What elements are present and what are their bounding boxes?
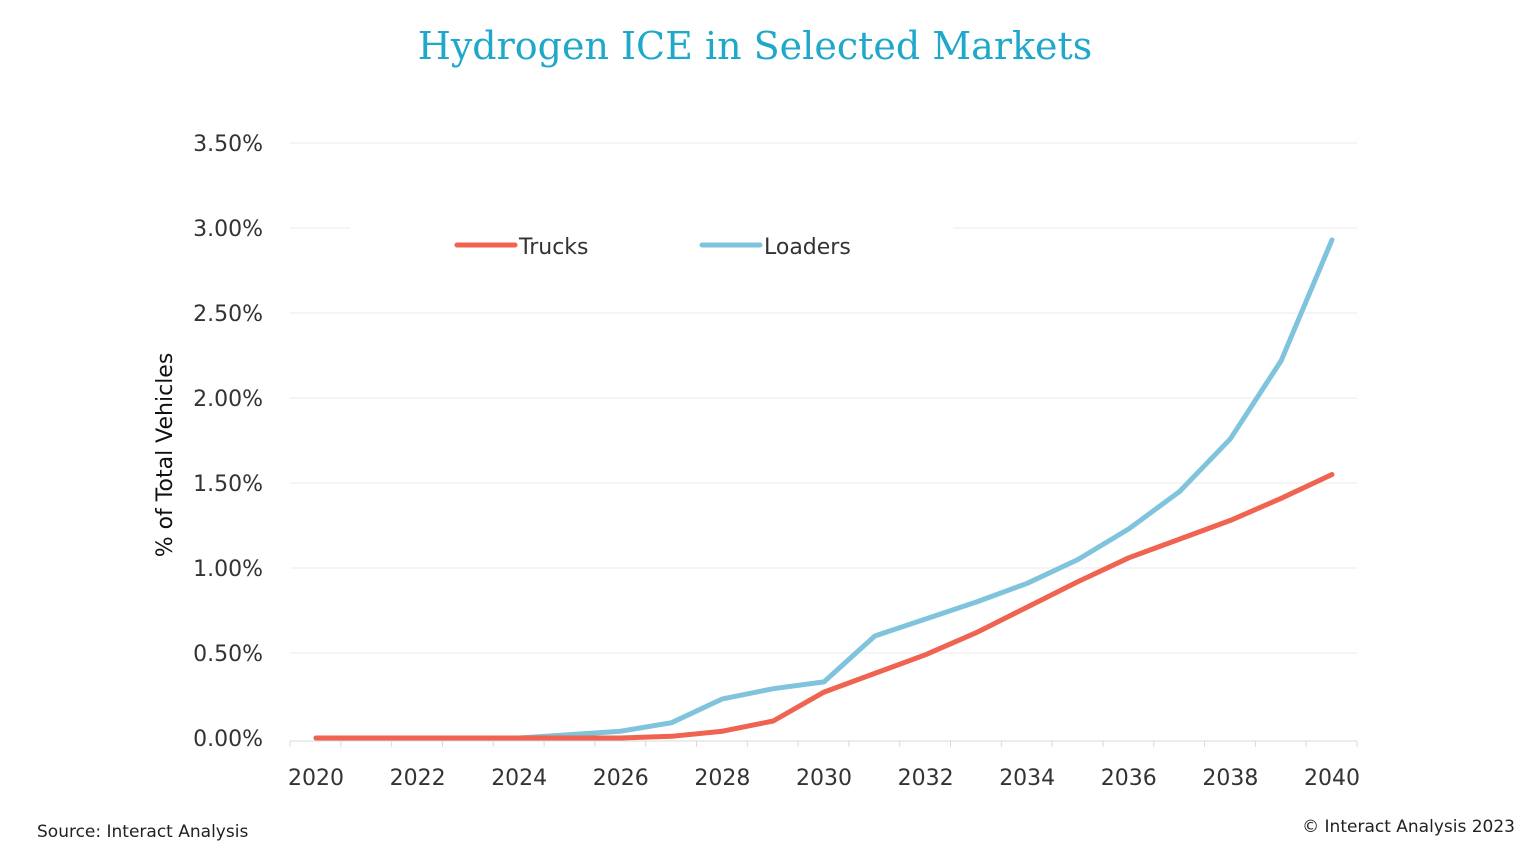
x-tick-label: 2040: [1304, 766, 1360, 791]
legend-label-loaders: Loaders: [764, 235, 851, 260]
x-tick-label: 2038: [1202, 766, 1258, 791]
y-tick-label: 1.50%: [193, 472, 263, 497]
x-tick-label: 2024: [491, 766, 547, 791]
y-tick-label: 2.50%: [193, 302, 263, 327]
source-note: Source: Interact Analysis: [37, 822, 249, 842]
y-tick-label: 3.50%: [193, 132, 263, 157]
series-line-trucks: [313, 472, 1335, 741]
x-tick-label: 2026: [593, 766, 649, 791]
x-tick-label: 2030: [796, 766, 852, 791]
y-tick-label: 3.00%: [193, 217, 263, 242]
y-tick-label: 0.50%: [193, 642, 263, 667]
x-tick-label: 2020: [288, 766, 344, 791]
x-tick-label: 2022: [390, 766, 446, 791]
x-tick-label: 2036: [1101, 766, 1157, 791]
y-tick-label: 0.00%: [193, 727, 263, 752]
y-axis-label: % of Total Vehicles: [153, 353, 178, 558]
y-tick-label: 1.00%: [193, 557, 263, 582]
series-line-loaders: [313, 237, 1335, 741]
x-tick-label: 2028: [694, 766, 750, 791]
x-tick-label: 2032: [898, 766, 954, 791]
chart-title: Hydrogen ICE in Selected Markets: [417, 24, 1093, 68]
x-tick-label: 2034: [999, 766, 1055, 791]
copyright-note: © Interact Analysis 2023: [1302, 817, 1515, 837]
y-tick-label: 2.00%: [193, 387, 263, 412]
legend-box: [350, 222, 953, 262]
legend-label-trucks: Trucks: [518, 235, 589, 260]
